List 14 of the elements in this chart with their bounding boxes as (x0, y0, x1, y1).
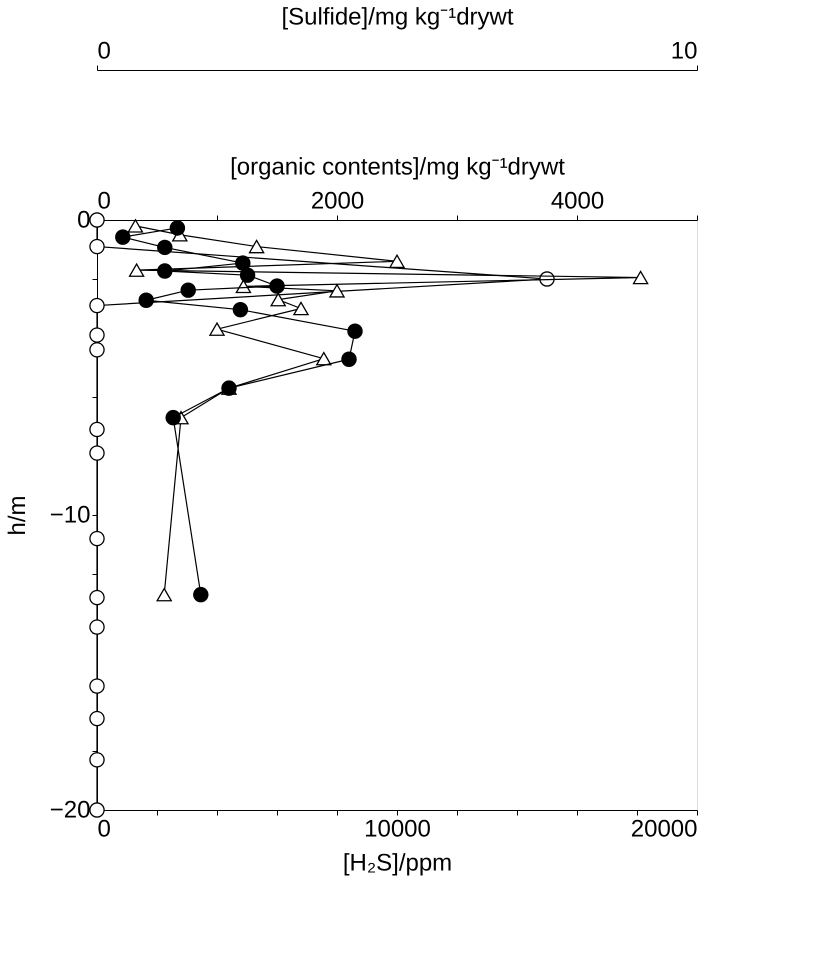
x-tick-label: 20000 (630, 816, 698, 842)
x-axis-title: [H₂S]/ppm (342, 850, 452, 876)
x-tick-label: 0 (98, 816, 111, 842)
x2-tick-label: 4000 (550, 188, 604, 214)
x2-axis-title: [organic contents]/mg kg⁻¹drywt (230, 154, 566, 180)
y-axis-title: h/m (4, 495, 31, 536)
y-tick-label: −10 (50, 502, 90, 528)
x2-tick-label: 2000 (310, 188, 364, 214)
x-tick-label: 10000 (364, 816, 431, 842)
x2-tick-label: 0 (98, 188, 111, 214)
y-tick-label: −20 (50, 796, 90, 824)
y-tick-label: 0 (77, 206, 90, 234)
x-tick-label: 10 (670, 38, 698, 64)
x-axis-title: [Sulfide]/mg kg⁻¹drywt (281, 4, 514, 30)
